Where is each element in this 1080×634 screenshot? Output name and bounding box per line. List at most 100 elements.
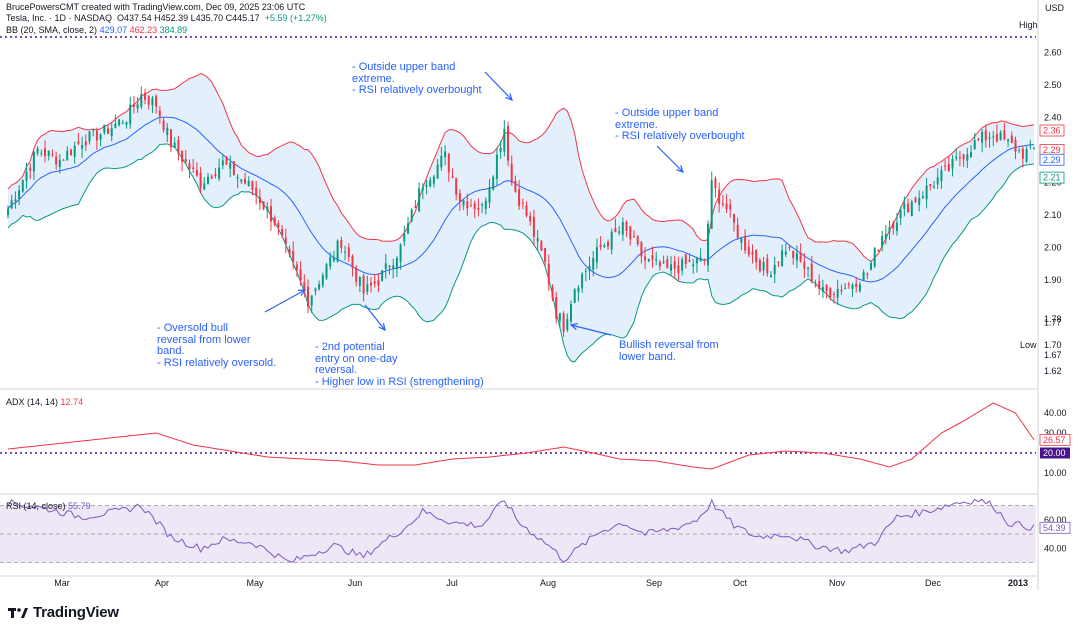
candle-body bbox=[540, 241, 543, 251]
candle-body bbox=[273, 217, 276, 225]
candle-body bbox=[325, 264, 328, 279]
annotation-arrows bbox=[264, 71, 684, 336]
candle-body bbox=[658, 261, 661, 267]
rsi-legend[interactable]: RSI (14, close) 55.79 bbox=[6, 501, 91, 511]
price-tick-label: 1.62 bbox=[1044, 366, 1062, 376]
candle-body bbox=[47, 150, 50, 156]
candle-body bbox=[610, 231, 613, 250]
tradingview-logo-icon bbox=[8, 607, 28, 618]
candle-body bbox=[473, 203, 476, 210]
candle-body bbox=[51, 154, 54, 156]
candle-body bbox=[21, 180, 24, 192]
annotation-oversold: - Oversold bull reversal from lower band… bbox=[157, 322, 277, 369]
candle-body bbox=[73, 145, 76, 157]
symbol-title[interactable]: Tesla, Inc. · 1D · NASDAQ bbox=[6, 13, 113, 23]
candle-body bbox=[310, 295, 313, 306]
candle-body bbox=[921, 196, 924, 198]
candle-body bbox=[695, 258, 698, 264]
price-tick-label: 2.00 bbox=[1044, 243, 1062, 253]
candle-body bbox=[947, 164, 950, 172]
candle-body bbox=[151, 98, 154, 106]
price-axis: USDHigh2.602.502.402.202.102.001.901.781… bbox=[1019, 3, 1071, 553]
annotation-arrow bbox=[264, 289, 306, 313]
grid bbox=[0, 0, 1039, 590]
candle-body bbox=[995, 134, 998, 142]
candle-body bbox=[551, 287, 554, 299]
price-badge bbox=[1039, 171, 1065, 184]
candle-body bbox=[147, 96, 150, 105]
candle-body bbox=[558, 313, 561, 321]
rsi-tick-label: 40.00 bbox=[1044, 543, 1067, 553]
candle-body bbox=[488, 187, 491, 203]
candle-body bbox=[192, 167, 195, 169]
time-tick-label: 2013 bbox=[1008, 578, 1028, 588]
candle-body bbox=[370, 282, 372, 286]
candle-body bbox=[692, 264, 695, 267]
candle-body bbox=[521, 202, 524, 204]
rsi-line bbox=[7, 498, 1035, 563]
rsi-legend-label: RSI (14, close) bbox=[6, 501, 66, 511]
candle-body bbox=[484, 200, 487, 209]
candle-body bbox=[962, 154, 965, 160]
candle-body bbox=[1029, 144, 1032, 146]
candle-body bbox=[936, 177, 939, 185]
price-tick-label: 2.10 bbox=[1044, 210, 1062, 220]
candle-body bbox=[318, 284, 321, 290]
candle-body bbox=[77, 141, 80, 144]
candle-body bbox=[118, 119, 121, 126]
adx-legend[interactable]: ADX (14, 14) 12.74 bbox=[6, 397, 83, 407]
candle-body bbox=[988, 137, 991, 139]
arrow-head bbox=[569, 322, 578, 330]
candle-body bbox=[447, 154, 450, 173]
candle-body bbox=[992, 136, 995, 138]
tradingview-brand[interactable]: TradingView bbox=[8, 604, 119, 621]
candle-body bbox=[958, 157, 961, 159]
candle-body bbox=[129, 104, 132, 125]
arrow-head bbox=[505, 93, 513, 101]
time-tick-label: May bbox=[246, 578, 264, 588]
bb-legend[interactable]: BB (20, SMA, close, 2) 429.07 462.23 384… bbox=[6, 25, 187, 35]
candle-body bbox=[481, 204, 484, 206]
candle-body bbox=[314, 288, 317, 291]
candle-body bbox=[895, 222, 898, 231]
candle-body bbox=[507, 125, 509, 161]
bb-basis-value: 429.07 bbox=[99, 25, 128, 35]
candle-body bbox=[58, 159, 61, 168]
candle-body bbox=[110, 128, 113, 137]
time-tick-label: Dec bbox=[925, 578, 942, 588]
candle-body bbox=[140, 94, 143, 107]
credit-text: BrucePowersCMT created with TradingView.… bbox=[6, 2, 306, 12]
candle-body bbox=[847, 284, 850, 286]
time-tick-label: Jul bbox=[446, 578, 458, 588]
candle-body bbox=[32, 151, 35, 172]
candle-body bbox=[351, 255, 354, 268]
time-axis: Mar Apr May Jun Jul Aug Sep Oct Nov Dec 2013 bbox=[54, 578, 1028, 588]
candle-body bbox=[332, 257, 335, 261]
candle-body bbox=[1018, 149, 1021, 151]
candle-body bbox=[158, 110, 161, 117]
symbol-header: Tesla, Inc. · 1D · NASDAQ O437.54 H452.3… bbox=[6, 13, 327, 23]
candle-body bbox=[577, 287, 580, 293]
candle-body bbox=[18, 190, 21, 200]
candle-body bbox=[255, 187, 258, 196]
candle-body bbox=[214, 174, 217, 177]
candle-body bbox=[284, 237, 287, 244]
candle-body bbox=[92, 129, 95, 131]
candle-body bbox=[725, 203, 728, 209]
annotation-bullish-reversal: Bullish reversal from lower band. bbox=[619, 339, 719, 363]
candle-body bbox=[977, 138, 980, 140]
candle-body bbox=[321, 275, 324, 286]
time-tick-label: Mar bbox=[54, 578, 70, 588]
annotation-arrow bbox=[656, 145, 684, 173]
candle-body bbox=[44, 148, 46, 157]
ohlc-values: O437.54 H452.39 L435.70 C445.17 bbox=[117, 13, 260, 23]
candle-body bbox=[536, 238, 539, 242]
candle-body bbox=[907, 203, 910, 213]
candle-body bbox=[673, 261, 676, 269]
candle-body bbox=[88, 131, 91, 142]
candle-body bbox=[877, 250, 880, 251]
time-tick-label: Nov bbox=[829, 578, 846, 588]
candle-body bbox=[503, 128, 506, 152]
candle-body bbox=[240, 179, 243, 182]
